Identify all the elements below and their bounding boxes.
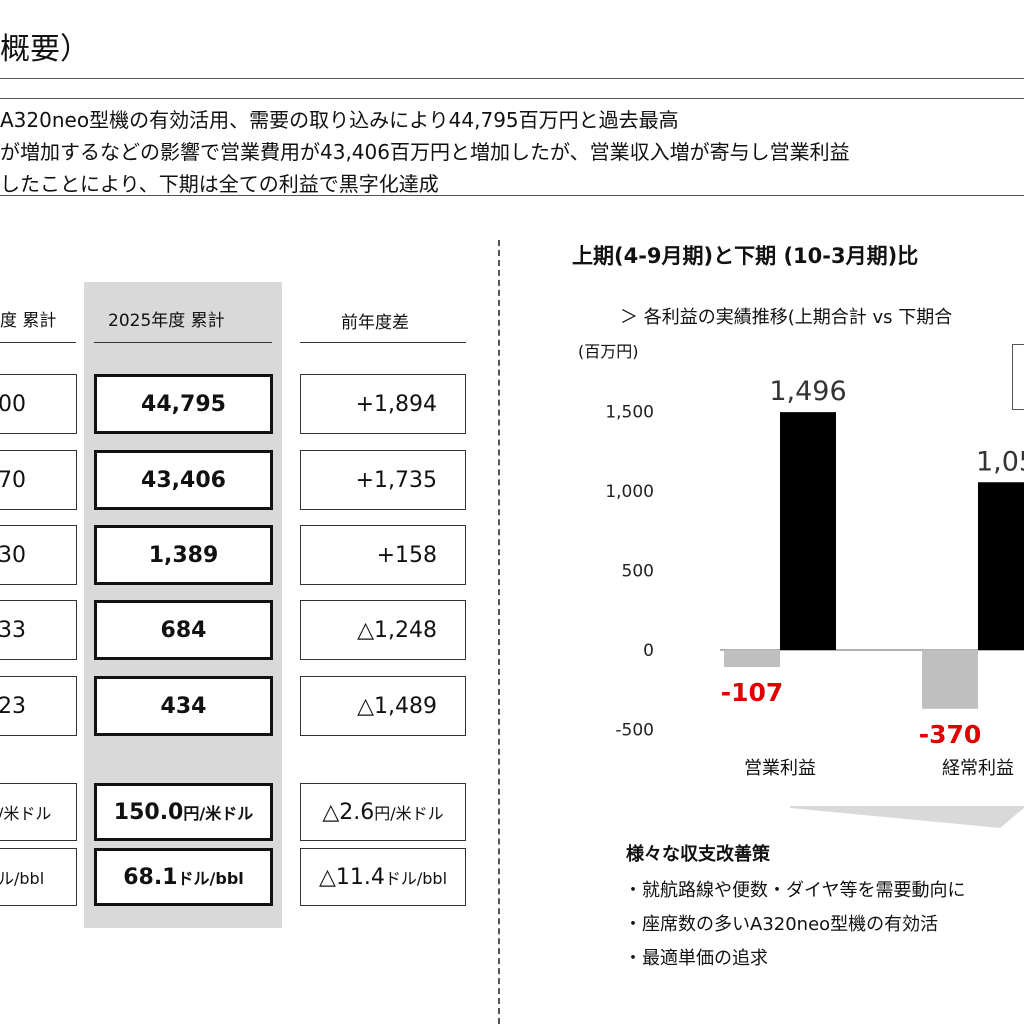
table-cell-prev-year: 70 — [0, 450, 77, 510]
y-tick-label: -500 — [615, 721, 654, 741]
rate-cell-current-year-value: 150.0 — [113, 799, 184, 825]
summary-top-rule — [0, 98, 1024, 99]
y-tick-label: 500 — [622, 562, 654, 582]
table-cell-diff: △1,248 — [300, 600, 466, 660]
rate-cell-prev-year-unit: ル/bbl — [0, 869, 45, 888]
table-cell-diff: +1,735 — [300, 450, 466, 510]
header-rule-diff — [300, 342, 466, 343]
data-label: -370 — [919, 720, 982, 749]
chart-unit: (百万円) — [578, 342, 639, 361]
header-prev-year: 度 累計 — [0, 311, 57, 331]
header-rule-prev — [0, 342, 76, 343]
rate-cell-current-year-unit: ドル/bbl — [177, 869, 244, 888]
summary-line-3: したことにより、下期は全ての利益で黒字化達成 — [0, 172, 439, 196]
table-cell-current-year: 1,389 — [94, 525, 273, 585]
rate-cell-diff-unit: 円/米ドル — [374, 804, 444, 823]
note-item-2: ・座席数の多いA320neo型機の有効活 — [624, 914, 939, 935]
header-current-year: 2025年度 累計 — [108, 311, 225, 331]
header-rule-current — [94, 342, 272, 343]
summary-line-1: A320neo型機の有効活用、需要の取り込みにより44,795百万円と過去最高 — [0, 108, 679, 132]
profit-bar-chart: 1,500 1,000 500 0 -500 -107 1,496 営業利益 -370 1,05 経… — [605, 376, 1024, 779]
rate-cell-diff: △2.6 円/米ドル — [300, 783, 466, 841]
header-diff: 前年度差 — [341, 313, 409, 333]
table-cell-diff: △1,489 — [300, 676, 466, 736]
data-label: 1,496 — [769, 376, 846, 407]
category-label: 営業利益 — [744, 758, 816, 779]
legend-box — [1012, 344, 1024, 410]
bar-second-half — [780, 412, 836, 650]
rate-cell-diff-value: △11.4 — [318, 864, 385, 890]
rate-cell-prev-year: ル/bbl — [0, 848, 77, 906]
y-tick-label: 1,500 — [605, 403, 654, 423]
chart-section-title: 上期(4-9月期)と下期 (10-3月期)比 — [572, 244, 919, 268]
table-cell-current-year: 44,795 — [94, 374, 273, 434]
rate-cell-diff: △11.4 ドル/bbl — [300, 848, 466, 906]
bar-first-half — [724, 650, 780, 668]
section-divider — [498, 240, 500, 1024]
table-cell-diff: +158 — [300, 525, 466, 585]
chart-subtitle: ＞ 各利益の実績推移(上期合計 vs 下期合 — [620, 307, 953, 328]
note-item-1: ・就航路線や便数・ダイヤ等を需要動向に — [624, 880, 966, 901]
y-tick-label: 0 — [643, 641, 654, 661]
rate-cell-current-year: 68.1 ドル/bbl — [94, 848, 273, 906]
table-cell-prev-year: 23 — [0, 676, 77, 736]
bar-second-half — [978, 482, 1024, 650]
category-label: 経常利益 — [942, 758, 1014, 779]
table-cell-current-year: 434 — [94, 676, 273, 736]
title-rule — [0, 78, 1024, 79]
rate-cell-current-year-unit: 円/米ドル — [183, 804, 254, 823]
table-cell-prev-year: 33 — [0, 600, 77, 660]
rate-cell-current-year-value: 68.1 — [123, 864, 178, 890]
y-tick-label: 1,000 — [605, 482, 654, 502]
rate-cell-diff-value: △2.6 — [322, 799, 375, 825]
data-label: -107 — [721, 678, 784, 707]
table-cell-diff: +1,894 — [300, 374, 466, 434]
note-item-3: ・最適単価の追求 — [624, 948, 768, 969]
data-label: 1,05 — [976, 446, 1024, 477]
table-cell-current-year: 684 — [94, 600, 273, 660]
summary-line-2: が増加するなどの影響で営業費用が43,406百万円と増加したが、営業収入増が寄与… — [0, 140, 850, 164]
table-cell-prev-year: 00 — [0, 374, 77, 434]
down-arrow-shape — [790, 806, 1024, 828]
summary-bottom-rule — [0, 195, 1024, 196]
rate-cell-prev-year-unit: /米ドル — [0, 804, 52, 823]
page-title: 概要） — [0, 32, 90, 67]
bar-first-half — [922, 650, 978, 709]
table-cell-current-year: 43,406 — [94, 450, 273, 510]
rate-cell-diff-unit: ドル/bbl — [384, 869, 448, 888]
notes-heading: 様々な収支改善策 — [626, 844, 770, 865]
table-cell-prev-year: 30 — [0, 525, 77, 585]
rate-cell-current-year: 150.0 円/米ドル — [94, 783, 273, 841]
rate-cell-prev-year: /米ドル — [0, 783, 77, 841]
